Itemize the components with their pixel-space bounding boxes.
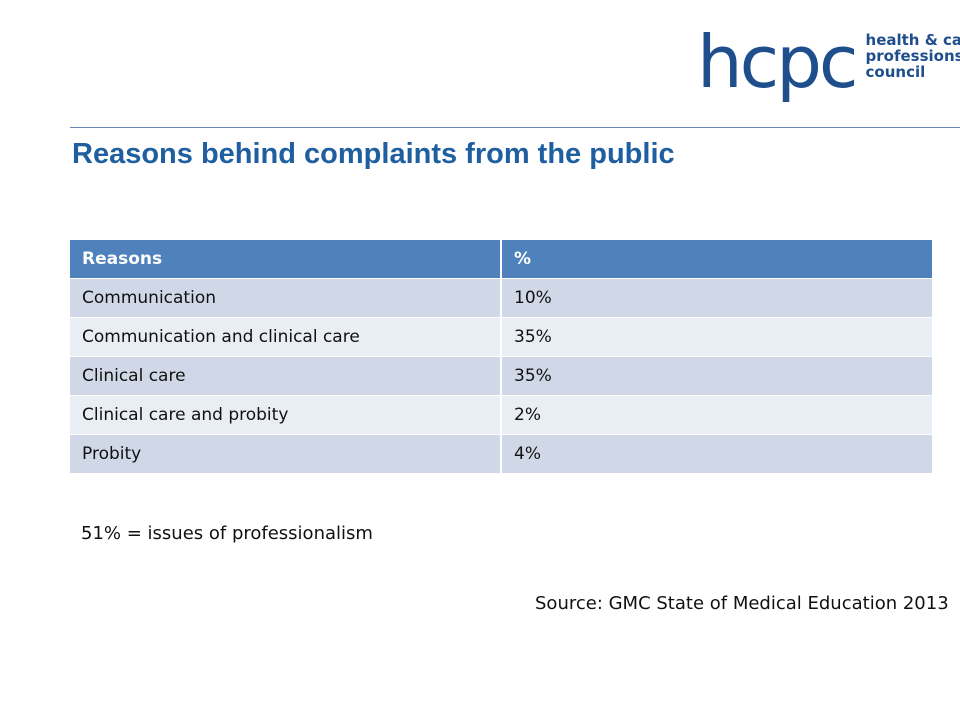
table-row: Probity 4% (70, 434, 932, 474)
logo-tagline-line-1: health & care (865, 31, 960, 49)
source-citation: Source: GMC State of Medical Education 2… (535, 593, 949, 614)
table-row: Clinical care and probity 2% (70, 395, 932, 435)
reasons-table: Reasons % Communication 10% Communicatio… (70, 240, 932, 474)
professionalism-note: 51% = issues of professionalism (81, 523, 373, 544)
table-row: Communication 10% (70, 278, 932, 318)
reason-cell: Probity (70, 434, 501, 474)
percent-cell: 4% (500, 434, 932, 474)
percent-cell: 2% (500, 395, 932, 435)
percent-cell: 35% (500, 317, 932, 357)
hcpc-logo: hcpc health & care professions council (697, 26, 960, 98)
header-divider (70, 127, 960, 128)
logo-wordmark: hcpc (697, 20, 859, 104)
slide-title: Reasons behind complaints from the publi… (72, 138, 675, 170)
reason-cell: Clinical care and probity (70, 395, 501, 435)
percent-cell: 10% (500, 278, 932, 318)
reason-cell: Communication and clinical care (70, 317, 501, 357)
table-header-row: Reasons % (70, 240, 932, 279)
logo-tagline: health & care professions council (866, 32, 960, 80)
column-header-reasons: Reasons (70, 240, 501, 279)
logo-tagline-line-2: professions (865, 47, 960, 65)
logo-tagline-line-3: council (865, 63, 926, 81)
table-row: Clinical care 35% (70, 356, 932, 396)
column-header-percent: % (500, 240, 932, 279)
percent-cell: 35% (500, 356, 932, 396)
table-row: Communication and clinical care 35% (70, 317, 932, 357)
reason-cell: Clinical care (70, 356, 501, 396)
reason-cell: Communication (70, 278, 501, 318)
